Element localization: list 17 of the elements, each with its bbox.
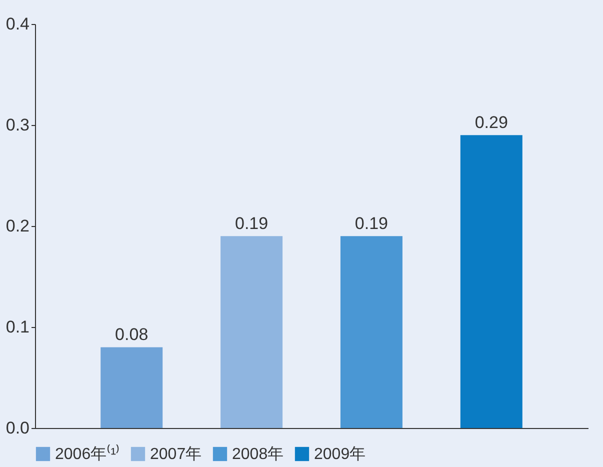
legend-label: 2007年: [150, 446, 202, 463]
legend-label: 2009年: [314, 446, 366, 463]
y-tick-label: 0.3: [6, 116, 30, 134]
y-tick-label: 0.2: [6, 216, 30, 236]
data-label: 0.19: [354, 214, 388, 234]
data-label: 0.19: [234, 214, 268, 234]
bar: [100, 347, 163, 428]
bar: [220, 236, 283, 428]
legend-label: 2008年: [232, 446, 284, 463]
y-tick-label: 0.4: [6, 14, 30, 34]
legend-label: 2006年⁽¹⁾: [55, 444, 120, 463]
data-label: 0.29: [474, 113, 508, 132]
bar: [460, 135, 522, 428]
y-tick-label: 0.0: [6, 418, 30, 438]
bar: [340, 236, 402, 428]
data-label: 0.08: [115, 325, 148, 344]
y-tick-label: 0.1: [6, 318, 30, 336]
